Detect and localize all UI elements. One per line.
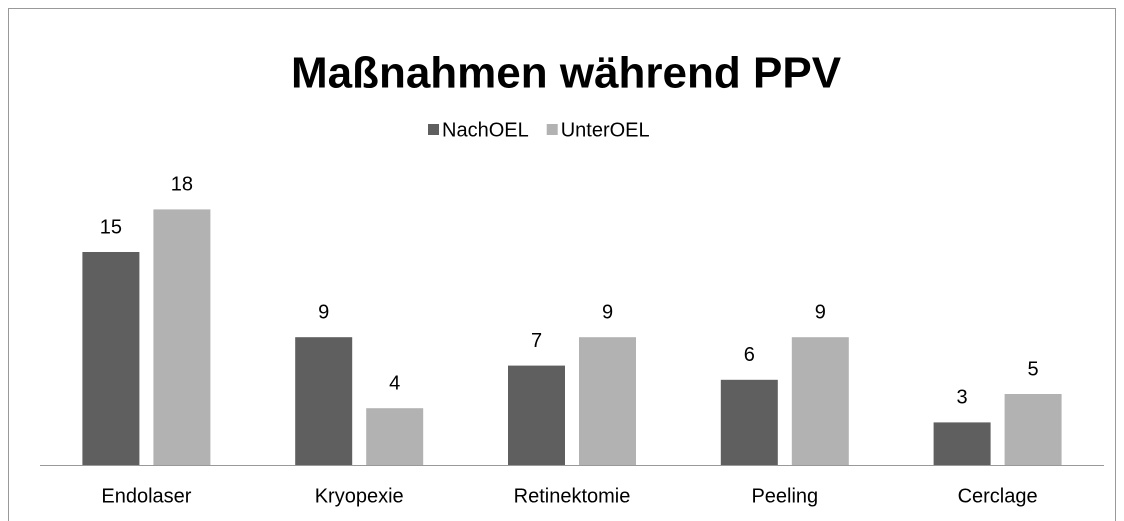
data-label: 9 (318, 301, 329, 323)
x-tick-label: Kryopexie (315, 485, 404, 507)
bar (579, 337, 636, 465)
data-label: 6 (744, 344, 755, 366)
data-label: 18 (171, 174, 193, 196)
bar (295, 337, 353, 465)
data-label: 4 (389, 372, 400, 394)
bar (1004, 394, 1062, 465)
legend-label: UnterOEL (561, 119, 650, 141)
bar (933, 422, 991, 465)
bar (791, 337, 849, 465)
legend-swatch (546, 124, 558, 135)
bar (82, 252, 140, 465)
chart-title: Maßnahmen während PPV (291, 49, 842, 98)
x-tick-label: Endolaser (101, 485, 191, 507)
data-label: 5 (1028, 358, 1039, 380)
bar (366, 408, 424, 465)
data-label: 7 (531, 330, 542, 352)
bar (720, 379, 778, 465)
bar (508, 365, 565, 465)
legend-label: NachOEL (442, 119, 529, 141)
x-tick-label: Cerclage (958, 485, 1038, 507)
data-label: 9 (602, 301, 613, 323)
data-label: 9 (815, 301, 826, 323)
data-label: 3 (957, 387, 968, 409)
x-tick-label: Retinektomie (514, 485, 631, 507)
legend-swatch (428, 124, 439, 135)
bar (153, 209, 211, 465)
data-label: 15 (100, 216, 122, 238)
x-tick-label: Peeling (751, 485, 818, 507)
